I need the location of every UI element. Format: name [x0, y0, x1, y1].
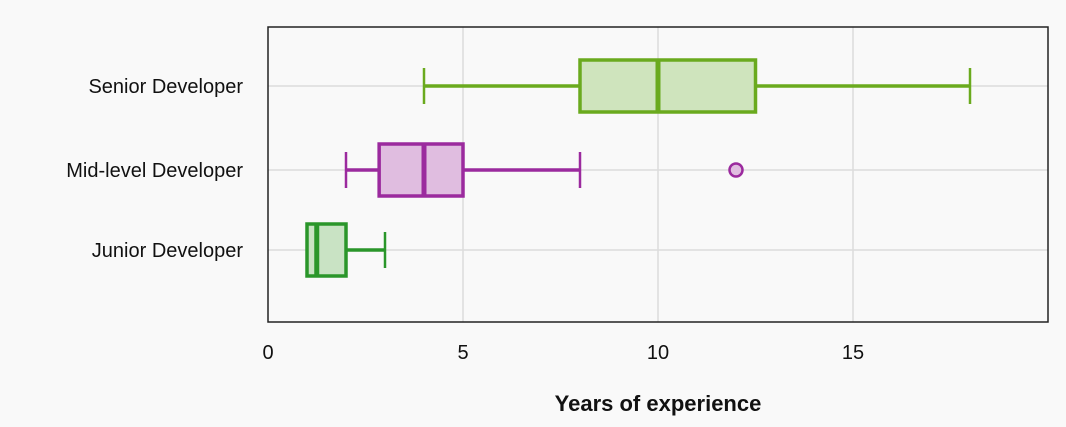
box-mid-level-developer — [344, 142, 744, 198]
box-senior-developer — [422, 58, 972, 114]
outlier-point — [728, 162, 744, 178]
x-tick-label: 10 — [647, 342, 669, 364]
x-axis-ticks: 0 5 10 15 — [262, 342, 864, 364]
iqr-box — [305, 222, 348, 278]
category-label: Mid-level Developer — [66, 160, 243, 182]
x-tick-label: 0 — [262, 342, 273, 364]
x-tick-label: 15 — [842, 342, 864, 364]
plot-area — [267, 26, 1049, 323]
box-series — [305, 58, 972, 278]
x-axis-title: Years of experience — [555, 391, 762, 416]
x-tick-label: 5 — [457, 342, 468, 364]
category-label: Junior Developer — [92, 240, 244, 262]
category-labels: Senior Developer Mid-level Developer Junio… — [66, 76, 243, 262]
box-junior-developer — [305, 222, 387, 278]
iqr-box — [578, 58, 758, 114]
category-label: Senior Developer — [88, 76, 243, 98]
iqr-box — [377, 142, 465, 198]
